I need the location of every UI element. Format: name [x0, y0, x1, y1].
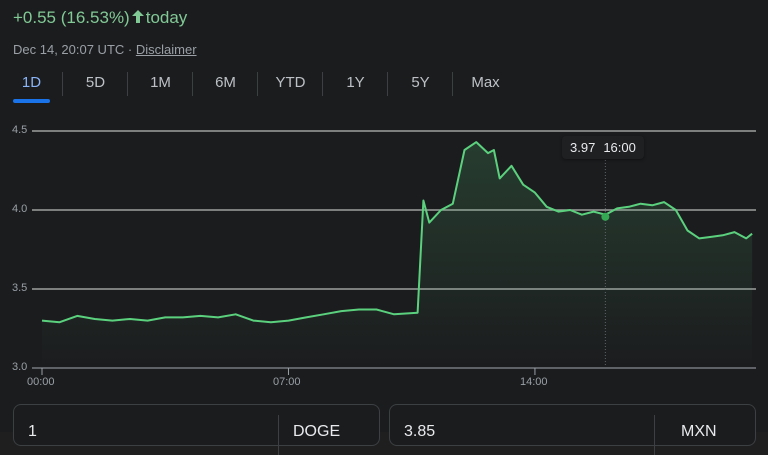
tooltip-value: 3.97: [570, 140, 596, 155]
tab-5y[interactable]: 5Y: [388, 68, 453, 102]
disclaimer-link[interactable]: Disclaimer: [135, 42, 197, 57]
divider: [278, 415, 279, 455]
tab-6m[interactable]: 6M: [193, 68, 258, 102]
x-tick-0000: 00:00: [27, 376, 55, 388]
change-value: +0.55 (16.53%): [13, 8, 130, 27]
x-tick-1400: 14:00: [520, 376, 548, 388]
tab-1d[interactable]: 1D: [0, 68, 63, 103]
change-period: today: [145, 8, 188, 27]
tooltip-time: 16:00: [603, 140, 636, 155]
timestamp: Dec 14, 20:07 UTC: [13, 42, 125, 57]
tab-ytd[interactable]: YTD: [258, 68, 323, 102]
chart-plot[interactable]: [0, 0, 768, 400]
tab-1y[interactable]: 1Y: [323, 68, 388, 102]
y-tick-3.5: 3.5: [12, 282, 28, 294]
x-tick-0700: 07:00: [273, 376, 301, 388]
tab-1m[interactable]: 1M: [128, 68, 193, 102]
tab-max[interactable]: Max: [471, 74, 500, 91]
from-currency-select[interactable]: DOGE: [293, 423, 341, 440]
from-amount-input[interactable]: 1: [28, 423, 37, 440]
price-chart[interactable]: 4.5 4.0 3.5 3.0 00:00 07:00 14:00 3.97 16…: [0, 0, 768, 400]
price-change: +0.55 (16.53%) today: [13, 8, 187, 28]
tab-5d[interactable]: 5D: [63, 68, 128, 102]
divider: [654, 415, 655, 455]
y-tick-3.0: 3.0: [12, 361, 28, 373]
to-amount-input[interactable]: 3.85: [404, 423, 436, 440]
range-tabs: 1D 5D 1M 6M YTD 1Y 5Y Max: [0, 68, 518, 103]
timestamp-line: Dec 14, 20:07 UTC · Disclaimer: [13, 42, 197, 57]
chart-tooltip: 3.97 16:00: [562, 136, 644, 159]
converter-to[interactable]: 3.85 MXN: [389, 404, 756, 455]
to-currency-select[interactable]: MXN: [681, 423, 717, 440]
arrow-up-icon: [131, 8, 144, 28]
converter-from[interactable]: 1 DOGE: [13, 404, 380, 455]
separator: ·: [127, 42, 133, 57]
y-tick-4.5: 4.5: [12, 124, 28, 136]
y-tick-4.0: 4.0: [12, 203, 28, 215]
